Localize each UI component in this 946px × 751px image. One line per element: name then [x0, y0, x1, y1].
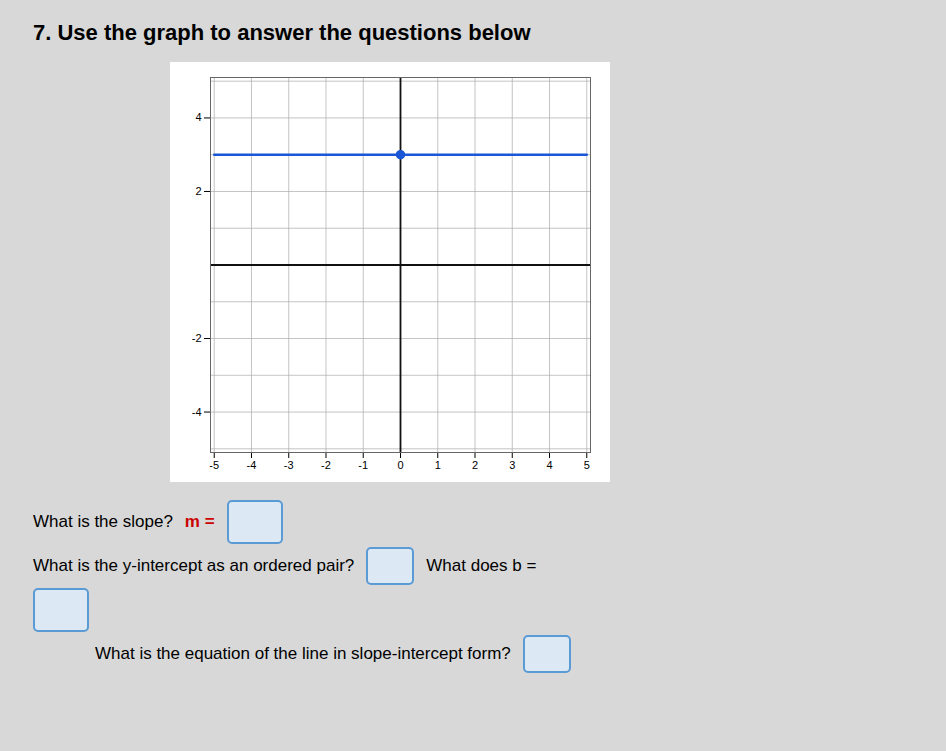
html-text:What is the y-intercept as an: What is the y-intercept as an ordered pa… [33, 556, 355, 575]
svg-text:-3: -3 [284, 459, 294, 471]
svg-text:3: 3 [509, 459, 515, 471]
html-text:m =: m = [184, 512, 215, 531]
svg-text:-4: -4 [192, 406, 202, 418]
svg-text:-2: -2 [321, 459, 331, 471]
svg-text:0: 0 [397, 459, 403, 471]
svg-text:4: 4 [195, 111, 201, 123]
html-text:What is the equation of the li: What is the equation of the line in slop… [95, 644, 511, 663]
svg-text:5: 5 [584, 459, 590, 471]
html-text:What does b =: What does b = [426, 556, 537, 575]
svg-text:4: 4 [546, 459, 552, 471]
svg-text:2: 2 [472, 459, 478, 471]
svg-text:-4: -4 [247, 459, 257, 471]
svg-text:-1: -1 [358, 459, 368, 471]
svg-text:2: 2 [195, 185, 201, 197]
svg-text:-5: -5 [209, 459, 219, 471]
html-text:7. Use the graph to answer the: 7. Use the graph to answer the questions… [33, 20, 531, 45]
html-text:What is the slope?: What is the slope? [33, 512, 173, 531]
svg-text:1: 1 [435, 459, 441, 471]
svg-text:-2: -2 [192, 332, 202, 344]
